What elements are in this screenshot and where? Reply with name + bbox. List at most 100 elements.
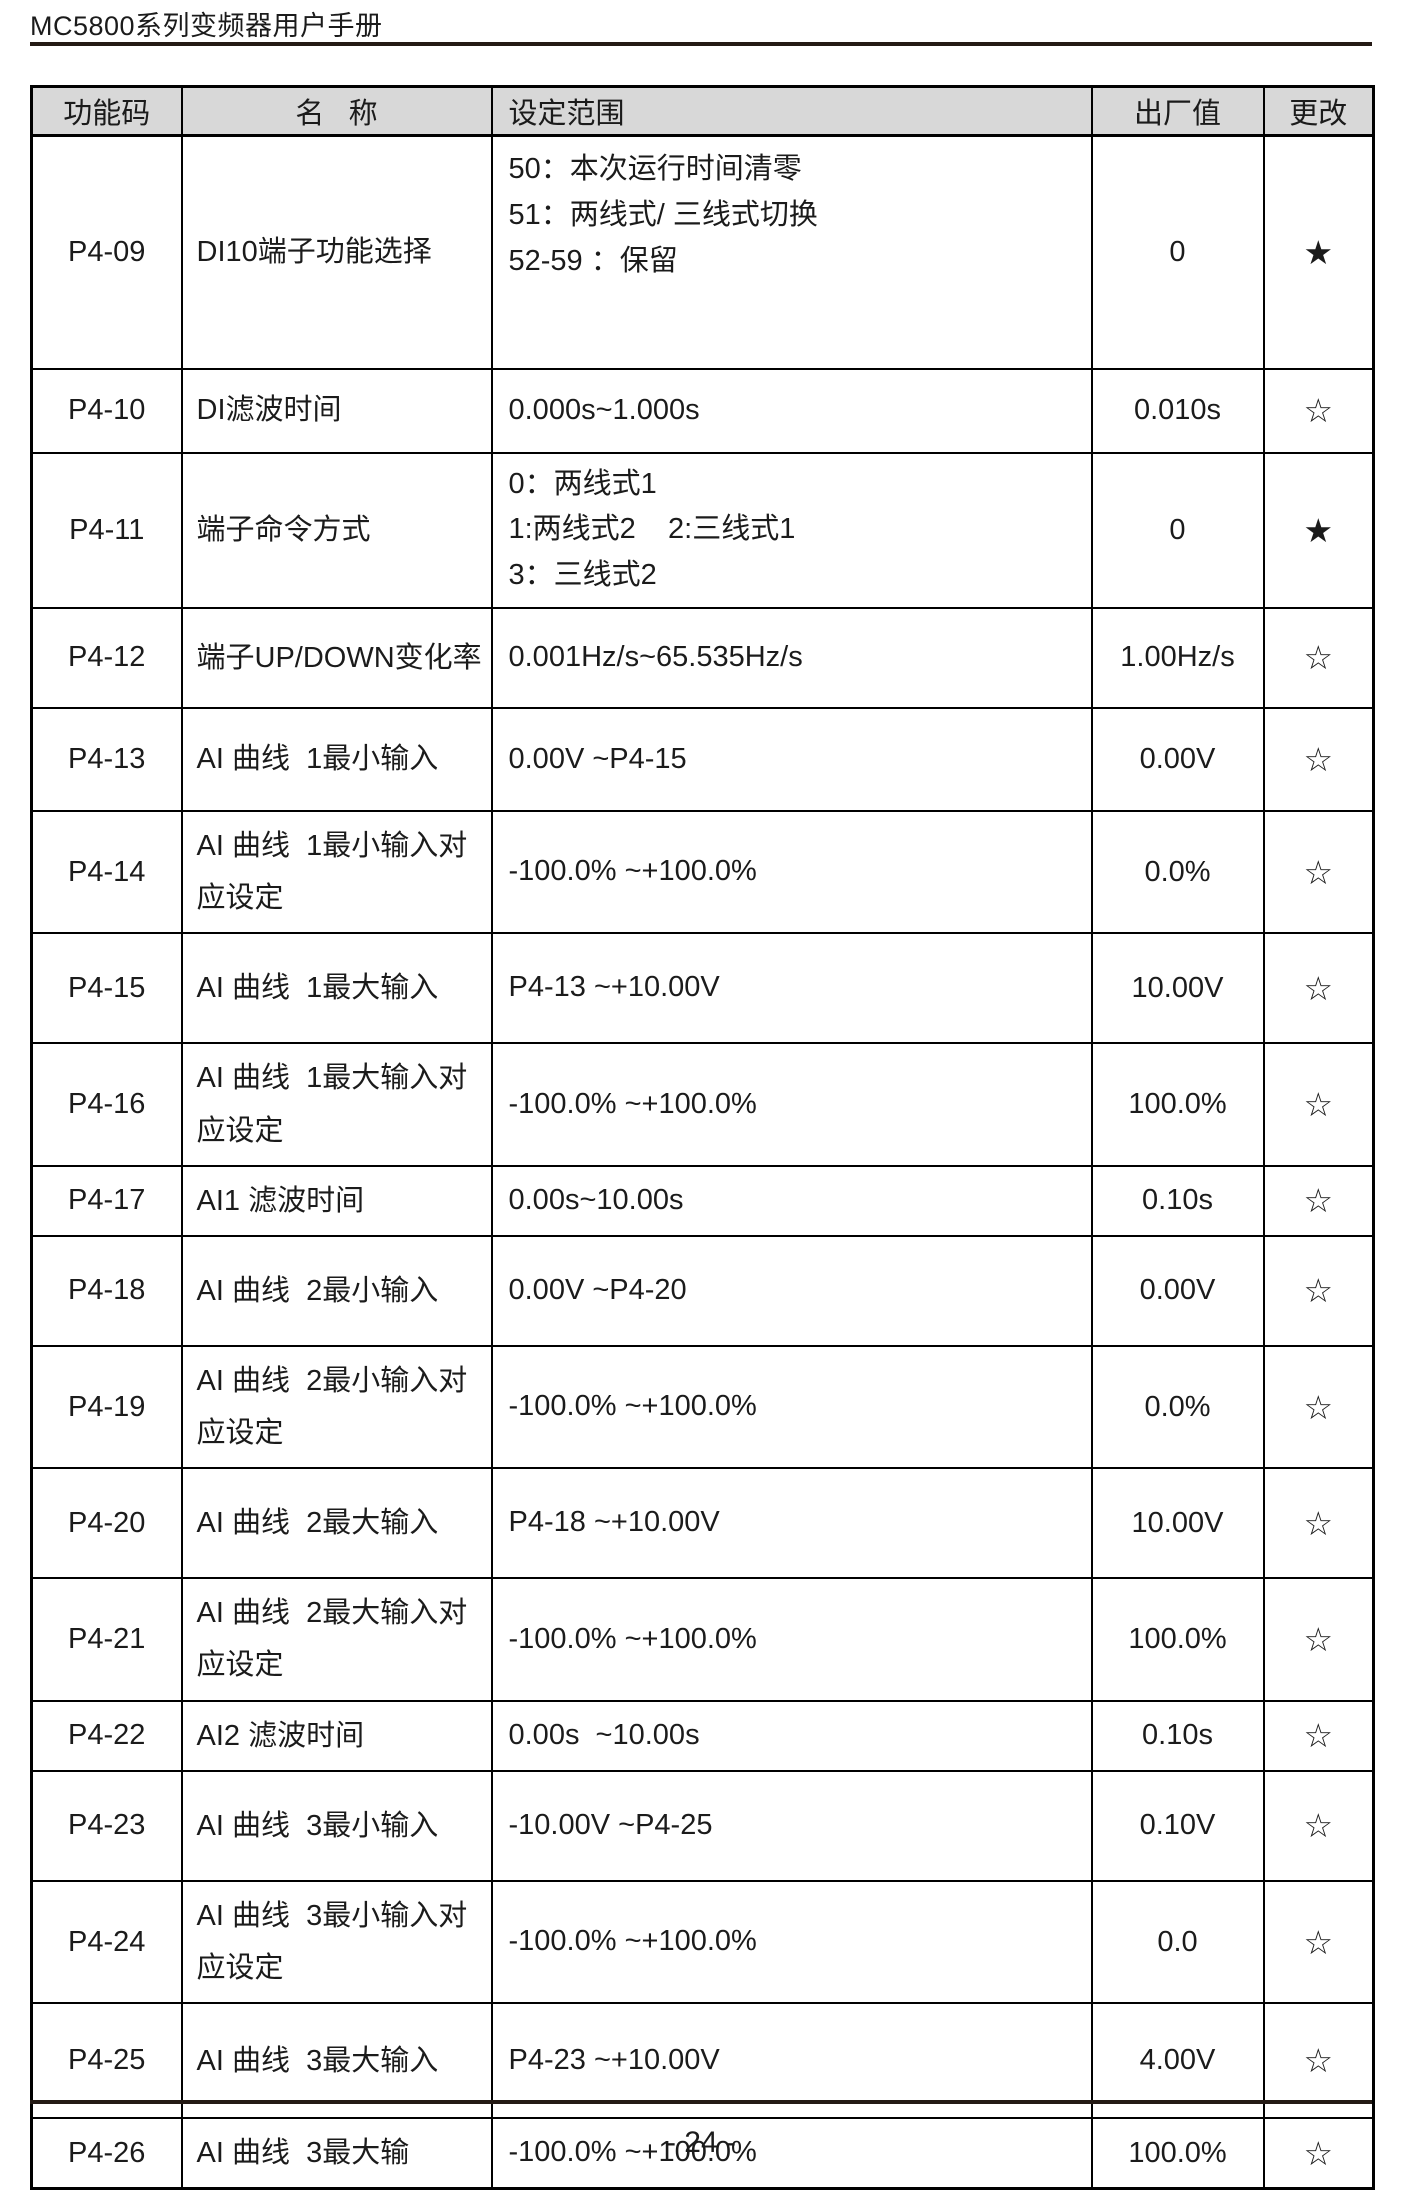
range-line: 52-59 ：保留 xyxy=(508,244,678,277)
default-value-cell: 1.00Hz/s xyxy=(1090,606,1265,709)
table-row: P4-19 AI 曲线 2最小输入对应设定 -100.0% ~+100.0% 0… xyxy=(30,1344,1375,1470)
param-name-cell: AI 曲线 3最小输入对应设定 xyxy=(180,1879,493,2005)
param-name-cell: AI 曲线 2最大输入 xyxy=(180,1467,493,1580)
function-code-cell: P4-14 xyxy=(30,809,183,935)
setting-range-cell: P4-18 ~+10.00V xyxy=(490,1467,1093,1580)
range-line: -100.0% ~+100.0% xyxy=(508,1622,757,1655)
table-row: P4-25 AI 曲线 3最大输入 P4-23 ~+10.00V 4.00V ☆ xyxy=(30,2002,1375,2120)
table-row: P4-13 AI 曲线 1最小输入 0.00V ~P4-15 0.00V ☆ xyxy=(30,706,1375,812)
table-row: P4-18 AI 曲线 2最小输入 0.00V ~P4-20 0.00V ☆ xyxy=(30,1234,1375,1347)
table-row: P4-17 AI1 滤波时间 0.00s~10.00s 0.10s ☆ xyxy=(30,1164,1375,1237)
function-code-cell: P4-19 xyxy=(30,1344,183,1470)
change-flag-cell: ☆ xyxy=(1262,367,1375,454)
default-value-cell: 0.0% xyxy=(1090,809,1265,935)
change-flag-cell: ☆ xyxy=(1262,1042,1375,1167)
setting-range-cell: -10.00V ~P4-25 xyxy=(490,1769,1093,1882)
range-line: 0：两线式1 xyxy=(508,467,657,500)
param-name-cell: AI 曲线 2最小输入 xyxy=(180,1234,493,1347)
function-code-cell: P4-17 xyxy=(30,1164,183,1237)
table-row: P4-15 AI 曲线 1最大输入 P4-13 ~+10.00V 10.00V … xyxy=(30,932,1375,1045)
param-name-cell: AI1 滤波时间 xyxy=(180,1164,493,1237)
param-name-cell: DI滤波时间 xyxy=(180,367,493,454)
table-row: P4-10 DI滤波时间 0.000s~1.000s 0.010s ☆ xyxy=(30,367,1375,454)
range-line: 3：三线式2 xyxy=(508,559,657,592)
function-code-cell: P4-09 xyxy=(30,134,183,370)
function-code-cell: P4-26 xyxy=(30,2117,183,2190)
function-code-cell: P4-20 xyxy=(30,1467,183,1580)
function-code-cell: P4-11 xyxy=(30,451,183,609)
function-code-cell: P4-25 xyxy=(30,2002,183,2120)
table-row: P4-26 AI 曲线 3最大输 -100.0% ~+100.0% 100.0%… xyxy=(30,2117,1375,2190)
default-value-cell: 10.00V xyxy=(1090,1467,1265,1580)
change-flag-cell: ☆ xyxy=(1262,1164,1375,1237)
function-code-cell: P4-23 xyxy=(30,1769,183,1882)
default-value-cell: 0.10s xyxy=(1090,1164,1265,1237)
range-line: -100.0% ~+100.0% xyxy=(508,2136,757,2169)
setting-range-cell: -100.0% ~+100.0% xyxy=(490,1577,1093,1702)
function-code-cell: P4-24 xyxy=(30,1879,183,2005)
range-line: 51：两线式/ 三线式切换 xyxy=(508,198,818,231)
footer-rule-divider xyxy=(30,2100,1372,2104)
setting-range-cell: -100.0% ~+100.0% xyxy=(490,1344,1093,1470)
default-value-cell: 0.00V xyxy=(1090,1234,1265,1347)
change-flag-cell: ☆ xyxy=(1262,1234,1375,1347)
table-row: P4-12 端子UP/DOWN变化率 0.001Hz/s~65.535Hz/s … xyxy=(30,606,1375,709)
setting-range-cell: P4-13 ~+10.00V xyxy=(490,932,1093,1045)
range-line: 0.00s~10.00s xyxy=(508,1183,684,1216)
change-flag-cell: ☆ xyxy=(1262,2002,1375,2120)
column-header-function-code: 功能码 xyxy=(30,85,183,137)
change-flag-cell: ☆ xyxy=(1262,1879,1375,2005)
default-value-cell: 4.00V xyxy=(1090,2002,1265,2120)
setting-range-cell: -100.0% ~+100.0% xyxy=(490,2117,1093,2190)
page-number: - 24 - xyxy=(665,2126,737,2159)
param-name-cell: AI 曲线 2最大输入对应设定 xyxy=(180,1577,493,1702)
default-value-cell: 10.00V xyxy=(1090,932,1265,1045)
param-name-cell: AI 曲线 1最大输入 xyxy=(180,932,493,1045)
function-code-cell: P4-13 xyxy=(30,706,183,812)
param-name-cell: AI 曲线 1最大输入对应设定 xyxy=(180,1042,493,1167)
table-row: P4-23 AI 曲线 3最小输入 -10.00V ~P4-25 0.10V ☆ xyxy=(30,1769,1375,1882)
default-value-cell: 100.0% xyxy=(1090,1042,1265,1167)
default-value-cell: 0.0% xyxy=(1090,1344,1265,1470)
change-flag-cell: ★ xyxy=(1262,134,1375,370)
default-value-cell: 0.0 xyxy=(1090,1879,1265,2005)
param-name-cell: DI10端子功能选择 xyxy=(180,134,493,370)
page-title: MC5800系列变频器用户手册 xyxy=(30,11,383,41)
default-value-cell: 100.0% xyxy=(1090,2117,1265,2190)
range-line: 1:两线式2 2:三线式1 xyxy=(508,513,796,546)
change-flag-cell: ☆ xyxy=(1262,932,1375,1045)
range-line: P4-13 ~+10.00V xyxy=(508,971,720,1004)
default-value-cell: 0.10V xyxy=(1090,1769,1265,1882)
setting-range-cell: 0.000s~1.000s xyxy=(490,367,1093,454)
param-name-cell: AI 曲线 1最小输入 xyxy=(180,706,493,812)
table-row: P4-09 DI10端子功能选择 50：本次运行时间清零 51：两线式/ 三线式切… xyxy=(30,134,1375,370)
change-flag-cell: ☆ xyxy=(1262,809,1375,935)
range-line: 0.00V ~P4-15 xyxy=(508,742,687,775)
range-line: P4-18 ~+10.00V xyxy=(508,1506,720,1539)
parameter-table: 功能码 名 称 设定范围 出厂值 更改 P4-09 DI10端子功能选择 50：… xyxy=(30,85,1375,2190)
table-row: P4-20 AI 曲线 2最大输入 P4-18 ~+10.00V 10.00V … xyxy=(30,1467,1375,1580)
table-row: P4-16 AI 曲线 1最大输入对应设定 -100.0% ~+100.0% 1… xyxy=(30,1042,1375,1167)
range-line: 0.00s ~10.00s xyxy=(508,1718,700,1751)
function-code-cell: P4-22 xyxy=(30,1699,183,1772)
range-line: 50：本次运行时间清零 xyxy=(508,153,802,185)
setting-range-cell: P4-23 ~+10.00V xyxy=(490,2002,1093,2120)
title-rule-divider xyxy=(30,42,1372,46)
table-row: P4-11 端子命令方式 0：两线式1 1:两线式2 2:三线式1 3：三线式2 0… xyxy=(30,451,1375,609)
column-header-name: 名 称 xyxy=(180,85,493,137)
range-line: -10.00V ~P4-25 xyxy=(508,1808,713,1841)
change-flag-cell: ☆ xyxy=(1262,1467,1375,1580)
change-flag-cell: ☆ xyxy=(1262,1577,1375,1702)
change-flag-cell: ☆ xyxy=(1262,1344,1375,1470)
param-name-cell: AI 曲线 3最大输 xyxy=(180,2117,493,2190)
change-flag-cell: ☆ xyxy=(1262,706,1375,812)
change-flag-cell: ☆ xyxy=(1262,1769,1375,1882)
change-flag-cell: ☆ xyxy=(1262,2117,1375,2190)
change-flag-cell: ☆ xyxy=(1262,1699,1375,1772)
column-header-change: 更改 xyxy=(1262,85,1375,137)
default-value-cell: 0 xyxy=(1090,134,1265,370)
table-row: P4-14 AI 曲线 1最小输入对应设定 -100.0% ~+100.0% 0… xyxy=(30,809,1375,935)
param-name-cell: AI 曲线 1最小输入对应设定 xyxy=(180,809,493,935)
param-name-cell: 端子UP/DOWN变化率 xyxy=(180,606,493,709)
table-row: P4-21 AI 曲线 2最大输入对应设定 -100.0% ~+100.0% 1… xyxy=(30,1577,1375,1702)
